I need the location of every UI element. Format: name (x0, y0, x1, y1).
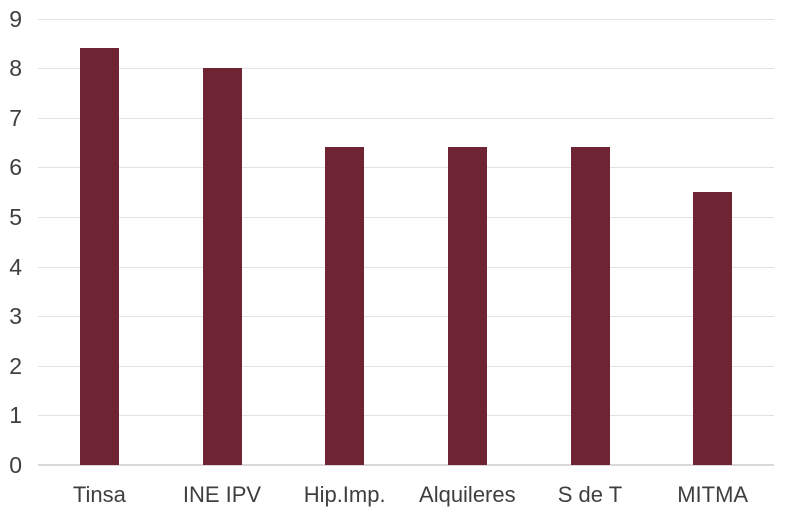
x-axis-category-label-tinsa: Tinsa (72, 482, 126, 507)
bar-ine-ipv (202, 68, 242, 465)
gridline (38, 365, 774, 367)
y-axis-tick-label: 5 (9, 203, 22, 230)
gridline (38, 68, 774, 70)
y-axis-tick-label: 7 (9, 104, 22, 131)
x-axis-line (38, 464, 774, 466)
bar-alquileres (447, 147, 487, 465)
gridline (38, 415, 774, 417)
gridline (38, 167, 774, 169)
bar-s-de-t (570, 147, 610, 465)
gridline (38, 266, 774, 268)
y-axis-tick-label: 6 (9, 154, 22, 181)
x-axis-category-label-mitma: MITMA (677, 482, 749, 507)
bar-mitma (693, 192, 733, 465)
y-axis-tick-label: 9 (9, 5, 22, 32)
x-axis-category-label-ine-ipv: INE IPV (182, 482, 262, 507)
y-axis-tick-label: 1 (9, 402, 22, 429)
bar-hip-imp (325, 147, 365, 465)
x-axis-category-label-hip-imp: Hip.Imp. (303, 482, 386, 507)
y-axis-tick-label: 8 (9, 55, 22, 82)
bar-tinsa (79, 48, 119, 465)
x-axis-category-label-s-de-t: S de T (557, 482, 623, 507)
y-axis-tick-label: 0 (9, 452, 22, 478)
gridline (38, 117, 774, 119)
y-axis-tick-label: 4 (9, 253, 22, 280)
y-axis-tick-label: 2 (9, 352, 22, 379)
gridline (38, 316, 774, 318)
gridline (38, 216, 774, 218)
x-axis-category-label-alquileres: Alquileres (419, 482, 516, 507)
y-axis-tick-label: 3 (9, 303, 22, 330)
gridline (38, 18, 774, 20)
